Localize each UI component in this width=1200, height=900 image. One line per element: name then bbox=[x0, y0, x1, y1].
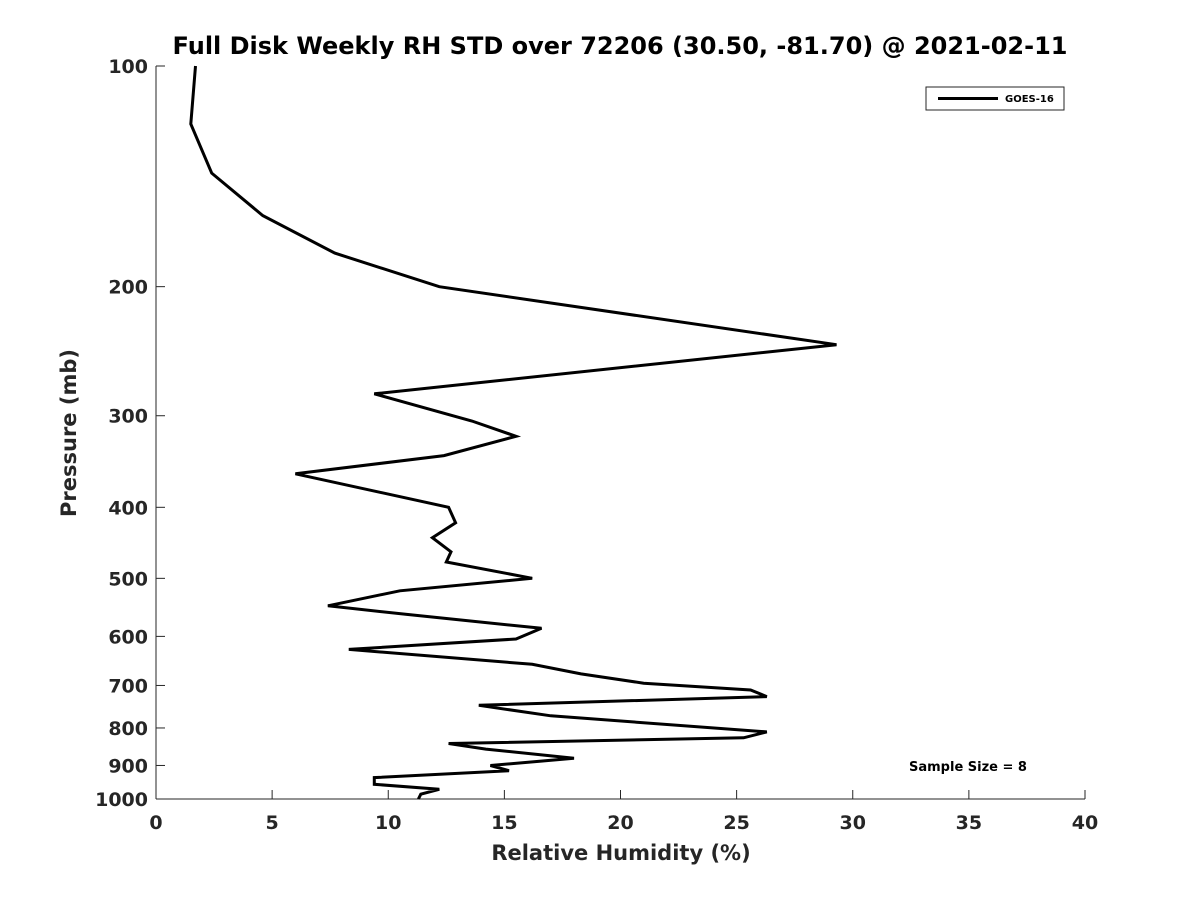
y-tick-label: 1000 bbox=[95, 789, 148, 811]
y-tick-label: 900 bbox=[108, 755, 148, 777]
y-tick-label: 800 bbox=[108, 718, 148, 740]
chart-title: Full Disk Weekly RH STD over 72206 (30.5… bbox=[173, 32, 1068, 60]
x-tick-label: 0 bbox=[149, 812, 162, 834]
x-axis-label: Relative Humidity (%) bbox=[491, 841, 750, 865]
x-tick-label: 40 bbox=[1072, 812, 1098, 834]
y-tick-label: 100 bbox=[108, 56, 148, 78]
x-tick-label: 25 bbox=[723, 812, 749, 834]
y-tick-label: 300 bbox=[108, 406, 148, 428]
y-tick-label: 700 bbox=[108, 675, 148, 697]
y-tick-label: 400 bbox=[108, 497, 148, 519]
legend: GOES-16 bbox=[925, 86, 1065, 111]
x-tick-label: 35 bbox=[956, 812, 982, 834]
x-tick-label: 5 bbox=[266, 812, 279, 834]
legend-label: GOES-16 bbox=[1005, 94, 1054, 105]
x-tick-label: 30 bbox=[840, 812, 866, 834]
x-tick-label: 15 bbox=[491, 812, 517, 834]
y-axis-label: Pressure (mb) bbox=[57, 349, 81, 517]
y-tick-label: 500 bbox=[108, 568, 148, 590]
x-tick-label: 10 bbox=[375, 812, 401, 834]
x-axis-ticks: 0 5 10 15 20 25 30 35 40 bbox=[149, 790, 1098, 834]
series-line-goes16 bbox=[189, 65, 837, 800]
y-tick-label: 600 bbox=[108, 626, 148, 648]
x-tick-label: 20 bbox=[607, 812, 633, 834]
y-tick-label: 200 bbox=[108, 277, 148, 299]
y-axis-ticks: 100 200 300 400 500 600 700 800 900 1000 bbox=[95, 56, 165, 811]
sample-size-annotation: Sample Size = 8 bbox=[909, 760, 1027, 775]
